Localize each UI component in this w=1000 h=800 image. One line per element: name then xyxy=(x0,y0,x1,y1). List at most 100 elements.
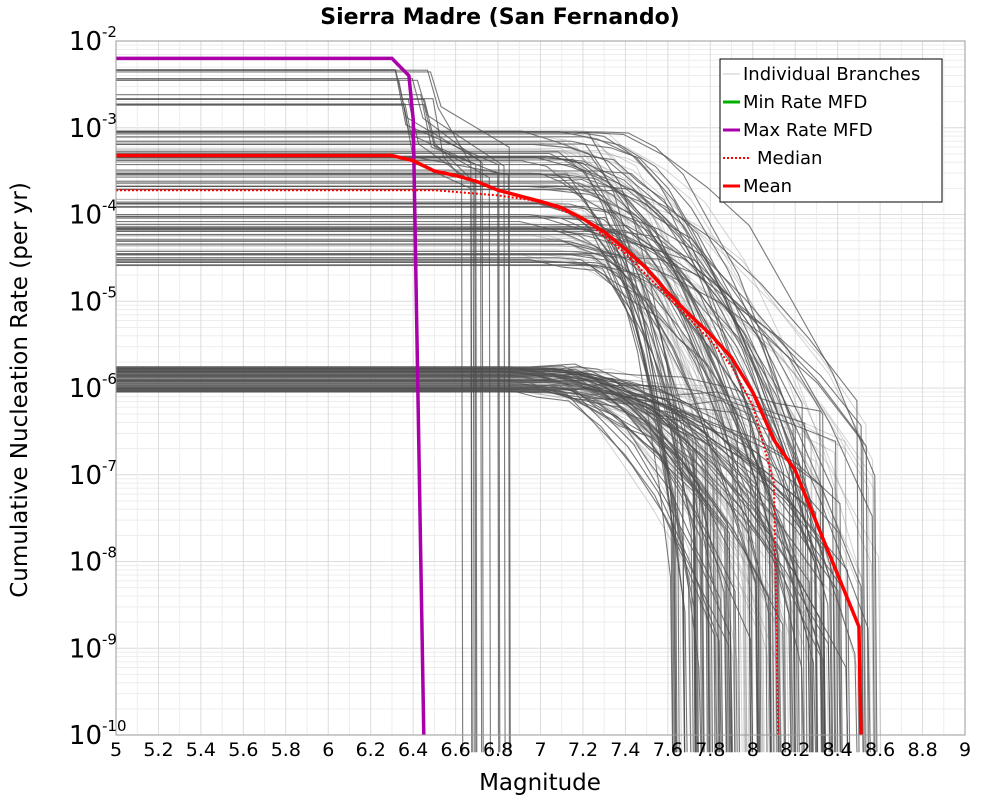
branch-line xyxy=(116,235,872,753)
branch-line xyxy=(116,155,805,753)
branch-line xyxy=(116,378,819,753)
x-tick-label: 5 xyxy=(110,739,122,761)
branch-line xyxy=(116,264,697,753)
y-tick-label: 10 -9 xyxy=(69,630,117,664)
branch-line xyxy=(116,366,750,753)
branch-line xyxy=(116,257,727,753)
branch-line xyxy=(116,141,782,753)
legend: Individual Branches Min Rate MFD Max Rate … xyxy=(719,58,943,203)
branch-line xyxy=(116,381,714,753)
branch-line xyxy=(116,252,688,753)
branch-line xyxy=(116,178,762,753)
x-tick-label: 5.4 xyxy=(186,739,216,761)
branch-line xyxy=(116,383,773,753)
y-tick-base: 10 xyxy=(69,721,102,751)
branch-line xyxy=(116,155,768,753)
branch-line xyxy=(116,365,716,753)
branch-line xyxy=(116,237,877,753)
y-tick-label: 10 -7 xyxy=(69,457,117,491)
x-axis-title: Magnitude xyxy=(479,770,601,796)
branch-line xyxy=(116,148,740,753)
x-tick-label: 8.4 xyxy=(823,739,853,761)
legend-item: Median xyxy=(723,148,822,169)
branch-line xyxy=(116,170,833,753)
branch-line xyxy=(116,254,818,753)
x-tick-label: 6.2 xyxy=(356,739,386,761)
y-tick-exponent: -8 xyxy=(102,544,117,562)
branch-line xyxy=(116,234,812,753)
branch-line xyxy=(116,213,759,753)
branch-line xyxy=(116,382,848,753)
legend-label: Min Rate MFD xyxy=(743,92,867,113)
y-tick-exponent: -2 xyxy=(102,23,117,41)
branch-line xyxy=(116,243,814,753)
branch-line xyxy=(116,259,719,753)
y-tick-base: 10 xyxy=(69,634,102,664)
branch-line xyxy=(116,173,778,753)
legend-item: Min Rate MFD xyxy=(723,92,867,113)
branch-line xyxy=(116,188,871,753)
x-tick-label: 6.4 xyxy=(398,739,428,761)
y-tick-label: 10 -4 xyxy=(69,197,117,231)
branch-line xyxy=(116,391,826,753)
x-tick-labels: 5 5.2 5.4 5.6 5.8 6 6.2 6.4 6.6 6.8 7 7.2 7.4 7.6 7.8 8… xyxy=(110,739,971,761)
y-tick-exponent: -5 xyxy=(102,283,117,301)
branch-line xyxy=(116,172,686,753)
branch-line xyxy=(116,216,686,753)
branch-line xyxy=(116,98,464,753)
branch-line xyxy=(116,136,866,753)
branch-line xyxy=(116,198,786,753)
y-tick-label: 10 -2 xyxy=(69,23,117,57)
y-tick-exponent: -9 xyxy=(102,630,117,648)
branch-line xyxy=(116,169,730,753)
x-tick-label: 7.4 xyxy=(610,739,640,761)
y-tick-label: 10 -8 xyxy=(69,544,117,578)
branch-line xyxy=(116,185,811,753)
legend-item: Max Rate MFD xyxy=(723,120,873,141)
branch-line xyxy=(116,264,702,753)
summary-series xyxy=(116,56,863,736)
y-tick-label: 10 -3 xyxy=(69,110,117,144)
individual-branches xyxy=(116,69,882,753)
branch-line xyxy=(116,373,775,753)
branch-line xyxy=(116,253,758,753)
x-tick-label: 8.8 xyxy=(907,739,937,761)
branch-line xyxy=(116,243,869,753)
branch-line xyxy=(116,69,473,753)
branch-line xyxy=(116,163,860,753)
x-tick-label: 6.6 xyxy=(440,739,470,761)
legend-label: Mean xyxy=(743,176,792,197)
branch-line xyxy=(116,173,692,753)
median-line xyxy=(116,189,780,736)
branch-line xyxy=(116,261,674,753)
max-rate-mfd-line xyxy=(116,56,426,736)
y-tick-label: 10 -6 xyxy=(69,370,117,404)
branch-line xyxy=(116,205,817,753)
legend-item: Mean xyxy=(723,176,792,197)
branch-line xyxy=(116,381,692,753)
x-tick-label: 9 xyxy=(959,739,971,761)
y-tick-exponent: -10 xyxy=(102,717,127,735)
branch-line xyxy=(116,71,511,753)
x-tick-label: 6.8 xyxy=(483,739,513,761)
branch-line xyxy=(116,217,792,753)
branch-line xyxy=(116,227,747,753)
branch-line xyxy=(116,373,752,753)
branch-line xyxy=(116,98,475,753)
branch-line xyxy=(116,375,808,753)
branch-line xyxy=(116,152,677,753)
branch-line xyxy=(116,388,732,753)
x-tick-label: 8 xyxy=(747,739,759,761)
legend-label: Median xyxy=(757,148,822,169)
x-tick-label: 5.6 xyxy=(228,739,258,761)
y-tick-label: 10 -10 xyxy=(69,717,127,751)
x-tick-label: 8.2 xyxy=(780,739,810,761)
branch-line xyxy=(116,381,830,753)
x-tick-label: 7.8 xyxy=(695,739,725,761)
branch-line xyxy=(116,388,731,753)
branch-line xyxy=(116,131,878,753)
branch-line xyxy=(116,199,792,753)
branch-line xyxy=(116,366,708,753)
legend-label: Max Rate MFD xyxy=(743,120,873,141)
x-tick-label: 7.2 xyxy=(568,739,598,761)
